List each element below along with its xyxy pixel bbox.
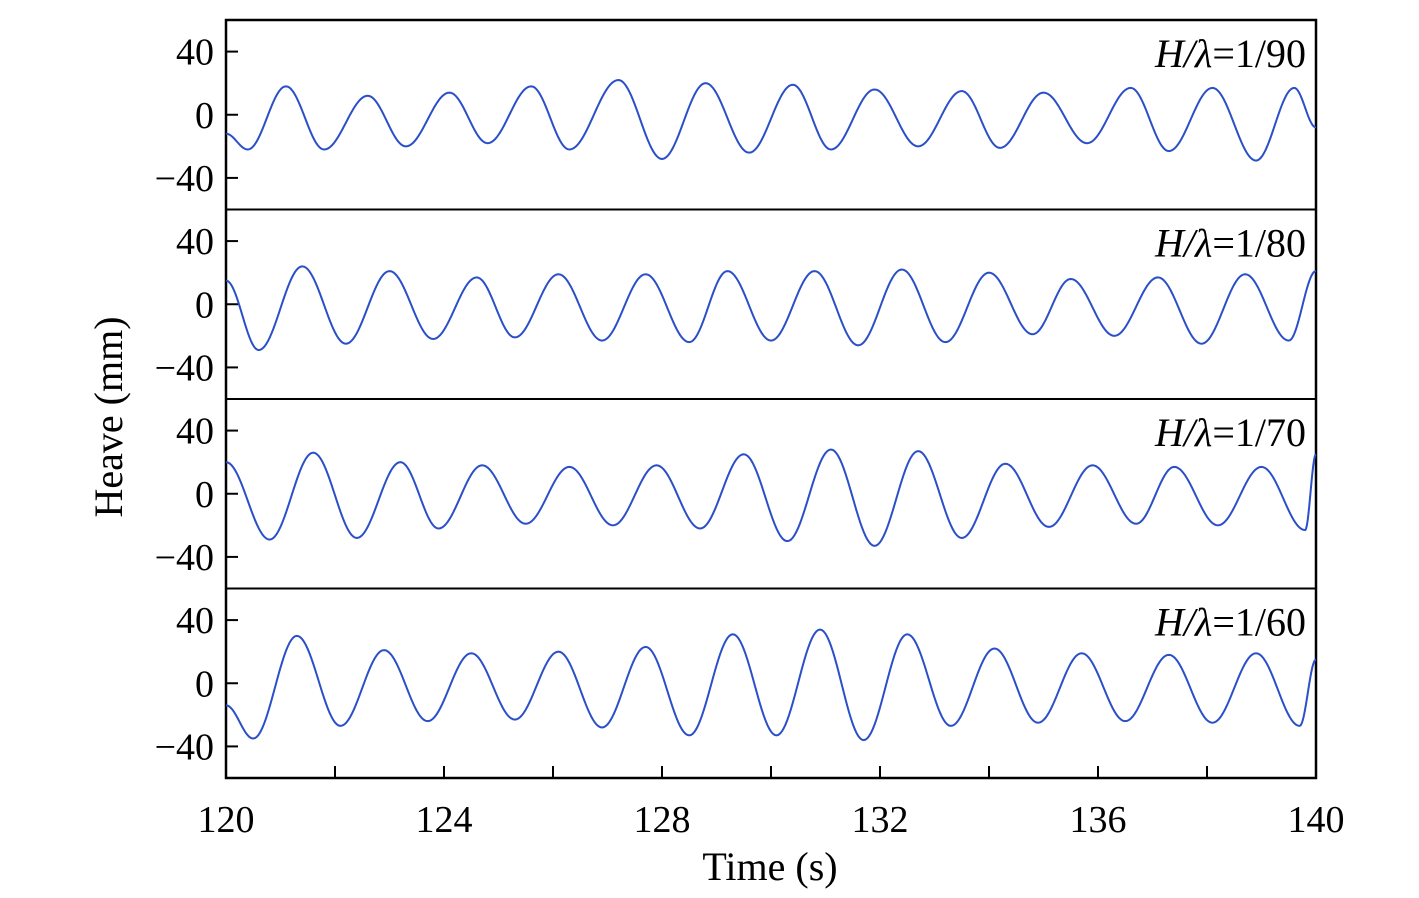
panel-label: H/λ=1/90 xyxy=(1154,31,1306,76)
x-axis: 120 124 128 132 136 140 xyxy=(198,766,1345,841)
heave-series-line xyxy=(225,265,1317,352)
y-tick-label: 40 xyxy=(176,600,214,642)
heave-series-line xyxy=(225,628,1317,742)
panel-label-variable: H/λ xyxy=(1154,221,1212,266)
y-tick-label: 0 xyxy=(195,663,214,705)
y-tick-label: −40 xyxy=(155,537,214,579)
y-tick-label: 40 xyxy=(176,411,214,453)
panel-label-variable: H/λ xyxy=(1154,410,1212,455)
y-tick-label: −40 xyxy=(155,726,214,768)
x-tick-label: 124 xyxy=(416,799,473,841)
panels: 400−40H/λ=1/90400−40H/λ=1/80400−40H/λ=1/… xyxy=(155,31,1317,768)
x-tick-label: 120 xyxy=(198,799,255,841)
y-tick-label: 40 xyxy=(176,32,214,74)
panel-label: H/λ=1/60 xyxy=(1154,600,1306,645)
panel-1: 40 0 −40 H/λ=1/90 xyxy=(155,31,1317,200)
y-axis-title: Heave (mm) xyxy=(86,316,131,517)
y-tick-label: 0 xyxy=(195,474,214,516)
y-tick-label: −40 xyxy=(155,347,214,389)
heave-series-line xyxy=(225,448,1317,547)
x-axis-title: Time (s) xyxy=(702,844,837,889)
y-tick-label: 0 xyxy=(195,95,214,137)
panel-2: 40 0 −40 H/λ=1/80 xyxy=(155,208,1317,389)
panel-label-variable: H/λ xyxy=(1154,600,1212,645)
panel-label: H/λ=1/70 xyxy=(1154,410,1306,455)
panel-label: H/λ=1/80 xyxy=(1154,221,1306,266)
panel-label-value: =1/90 xyxy=(1212,31,1306,76)
heave-series-line xyxy=(225,78,1317,162)
y-tick-label: −40 xyxy=(155,158,214,200)
y-tick-label: 40 xyxy=(176,221,214,263)
x-tick-label: 128 xyxy=(634,799,691,841)
x-tick-label: 132 xyxy=(852,799,909,841)
panel-3: 40 0 −40 H/λ=1/70 xyxy=(155,398,1317,579)
x-tick-label: 140 xyxy=(1288,799,1345,841)
panel-4: 40 0 −40 H/λ=1/60 xyxy=(155,587,1317,768)
panel-label-value: =1/70 xyxy=(1212,410,1306,455)
panel-label-value: =1/60 xyxy=(1212,600,1306,645)
panel-label-value: =1/80 xyxy=(1212,221,1306,266)
x-tick-label: 136 xyxy=(1070,799,1127,841)
panel-label-variable: H/λ xyxy=(1154,31,1212,76)
y-tick-label: 0 xyxy=(195,284,214,326)
